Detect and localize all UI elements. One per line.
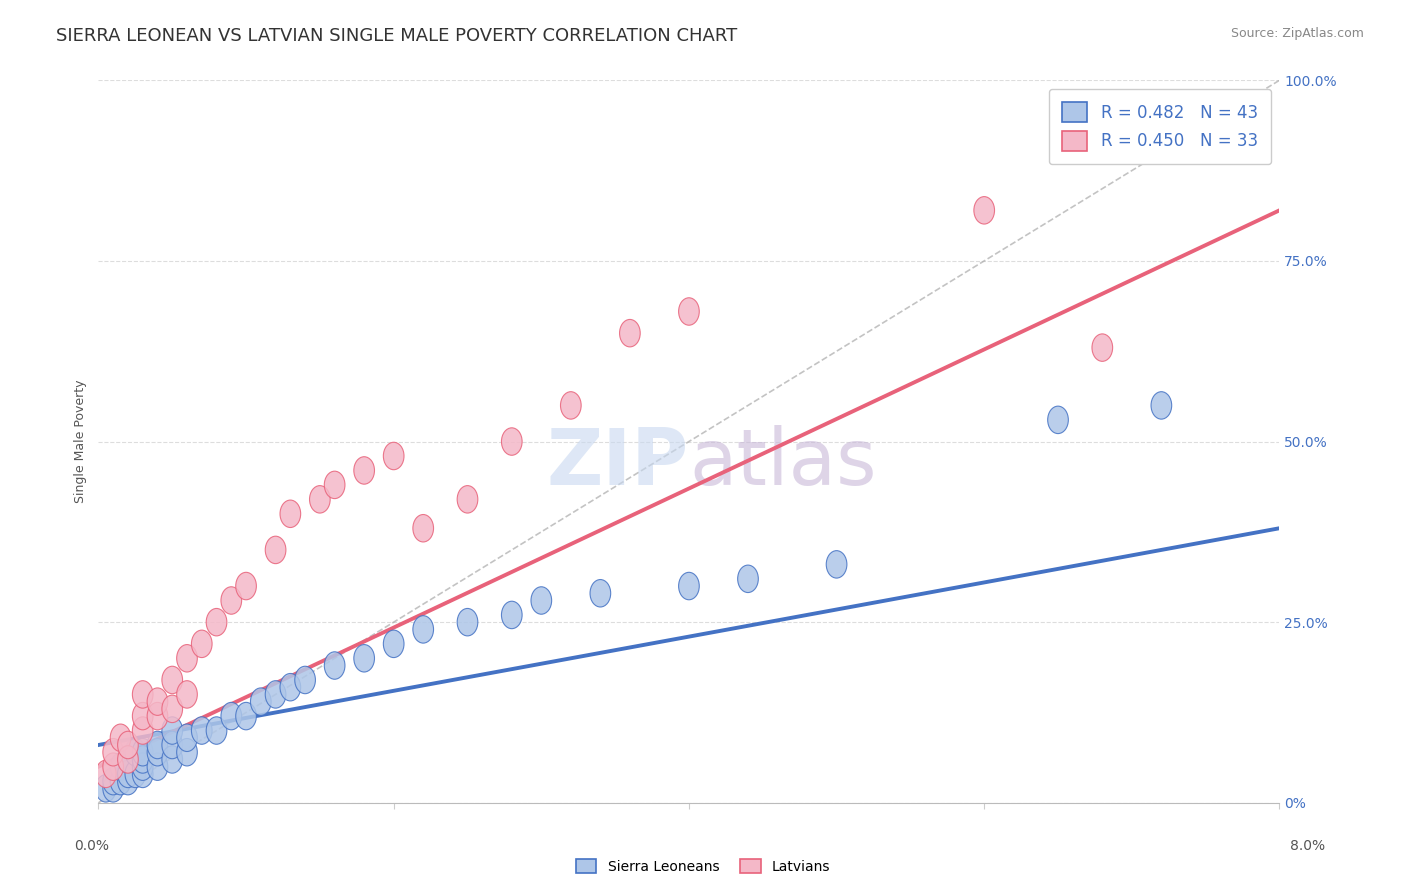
Ellipse shape	[502, 428, 522, 455]
Ellipse shape	[177, 645, 197, 672]
Ellipse shape	[1092, 334, 1112, 361]
Ellipse shape	[177, 724, 197, 751]
Ellipse shape	[191, 630, 212, 657]
Ellipse shape	[162, 717, 183, 744]
Ellipse shape	[738, 566, 758, 592]
Legend: R = 0.482   N = 43, R = 0.450   N = 33: R = 0.482 N = 43, R = 0.450 N = 33	[1049, 88, 1271, 164]
Ellipse shape	[162, 666, 183, 694]
Ellipse shape	[827, 550, 846, 578]
Ellipse shape	[125, 739, 146, 766]
Ellipse shape	[132, 746, 153, 773]
Ellipse shape	[103, 753, 124, 780]
Ellipse shape	[96, 760, 117, 788]
Ellipse shape	[118, 746, 138, 773]
Ellipse shape	[118, 760, 138, 788]
Ellipse shape	[132, 760, 153, 788]
Ellipse shape	[118, 731, 138, 759]
Ellipse shape	[620, 319, 640, 347]
Text: SIERRA LEONEAN VS LATVIAN SINGLE MALE POVERTY CORRELATION CHART: SIERRA LEONEAN VS LATVIAN SINGLE MALE PO…	[56, 27, 738, 45]
Ellipse shape	[132, 717, 153, 744]
Ellipse shape	[96, 774, 117, 802]
Ellipse shape	[103, 774, 124, 802]
Ellipse shape	[561, 392, 581, 419]
Ellipse shape	[177, 739, 197, 766]
Ellipse shape	[457, 485, 478, 513]
Ellipse shape	[679, 298, 699, 326]
Ellipse shape	[148, 688, 167, 715]
Ellipse shape	[679, 573, 699, 599]
Ellipse shape	[125, 760, 146, 788]
Text: Source: ZipAtlas.com: Source: ZipAtlas.com	[1230, 27, 1364, 40]
Ellipse shape	[413, 515, 433, 542]
Ellipse shape	[177, 681, 197, 708]
Ellipse shape	[221, 702, 242, 730]
Ellipse shape	[162, 731, 183, 759]
Ellipse shape	[103, 739, 124, 766]
Legend: Sierra Leoneans, Latvians: Sierra Leoneans, Latvians	[568, 852, 838, 880]
Ellipse shape	[132, 753, 153, 780]
Y-axis label: Single Male Poverty: Single Male Poverty	[75, 380, 87, 503]
Ellipse shape	[191, 717, 212, 744]
Text: ZIP: ZIP	[547, 425, 689, 501]
Ellipse shape	[384, 630, 404, 657]
Ellipse shape	[280, 500, 301, 527]
Ellipse shape	[502, 601, 522, 629]
Ellipse shape	[148, 753, 167, 780]
Ellipse shape	[354, 645, 374, 672]
Ellipse shape	[207, 608, 226, 636]
Ellipse shape	[1047, 406, 1069, 434]
Ellipse shape	[110, 767, 131, 795]
Ellipse shape	[295, 666, 315, 694]
Text: 0.0%: 0.0%	[75, 838, 108, 853]
Ellipse shape	[591, 580, 610, 607]
Ellipse shape	[531, 587, 551, 615]
Ellipse shape	[118, 746, 138, 773]
Ellipse shape	[103, 767, 124, 795]
Ellipse shape	[250, 688, 271, 715]
Ellipse shape	[457, 608, 478, 636]
Ellipse shape	[309, 485, 330, 513]
Ellipse shape	[118, 767, 138, 795]
Ellipse shape	[280, 673, 301, 701]
Ellipse shape	[162, 746, 183, 773]
Ellipse shape	[236, 702, 256, 730]
Ellipse shape	[132, 681, 153, 708]
Text: atlas: atlas	[689, 425, 876, 501]
Ellipse shape	[325, 471, 344, 499]
Ellipse shape	[1152, 392, 1171, 419]
Ellipse shape	[132, 702, 153, 730]
Ellipse shape	[148, 731, 167, 759]
Ellipse shape	[974, 196, 994, 224]
Ellipse shape	[110, 753, 131, 780]
Ellipse shape	[221, 587, 242, 615]
Ellipse shape	[413, 615, 433, 643]
Ellipse shape	[148, 702, 167, 730]
Ellipse shape	[354, 457, 374, 484]
Ellipse shape	[110, 724, 131, 751]
Ellipse shape	[266, 536, 285, 564]
Ellipse shape	[325, 652, 344, 679]
Ellipse shape	[162, 695, 183, 723]
Ellipse shape	[236, 573, 256, 599]
Ellipse shape	[384, 442, 404, 470]
Text: 8.0%: 8.0%	[1291, 838, 1324, 853]
Ellipse shape	[132, 739, 153, 766]
Ellipse shape	[148, 739, 167, 766]
Ellipse shape	[207, 717, 226, 744]
Ellipse shape	[266, 681, 285, 708]
